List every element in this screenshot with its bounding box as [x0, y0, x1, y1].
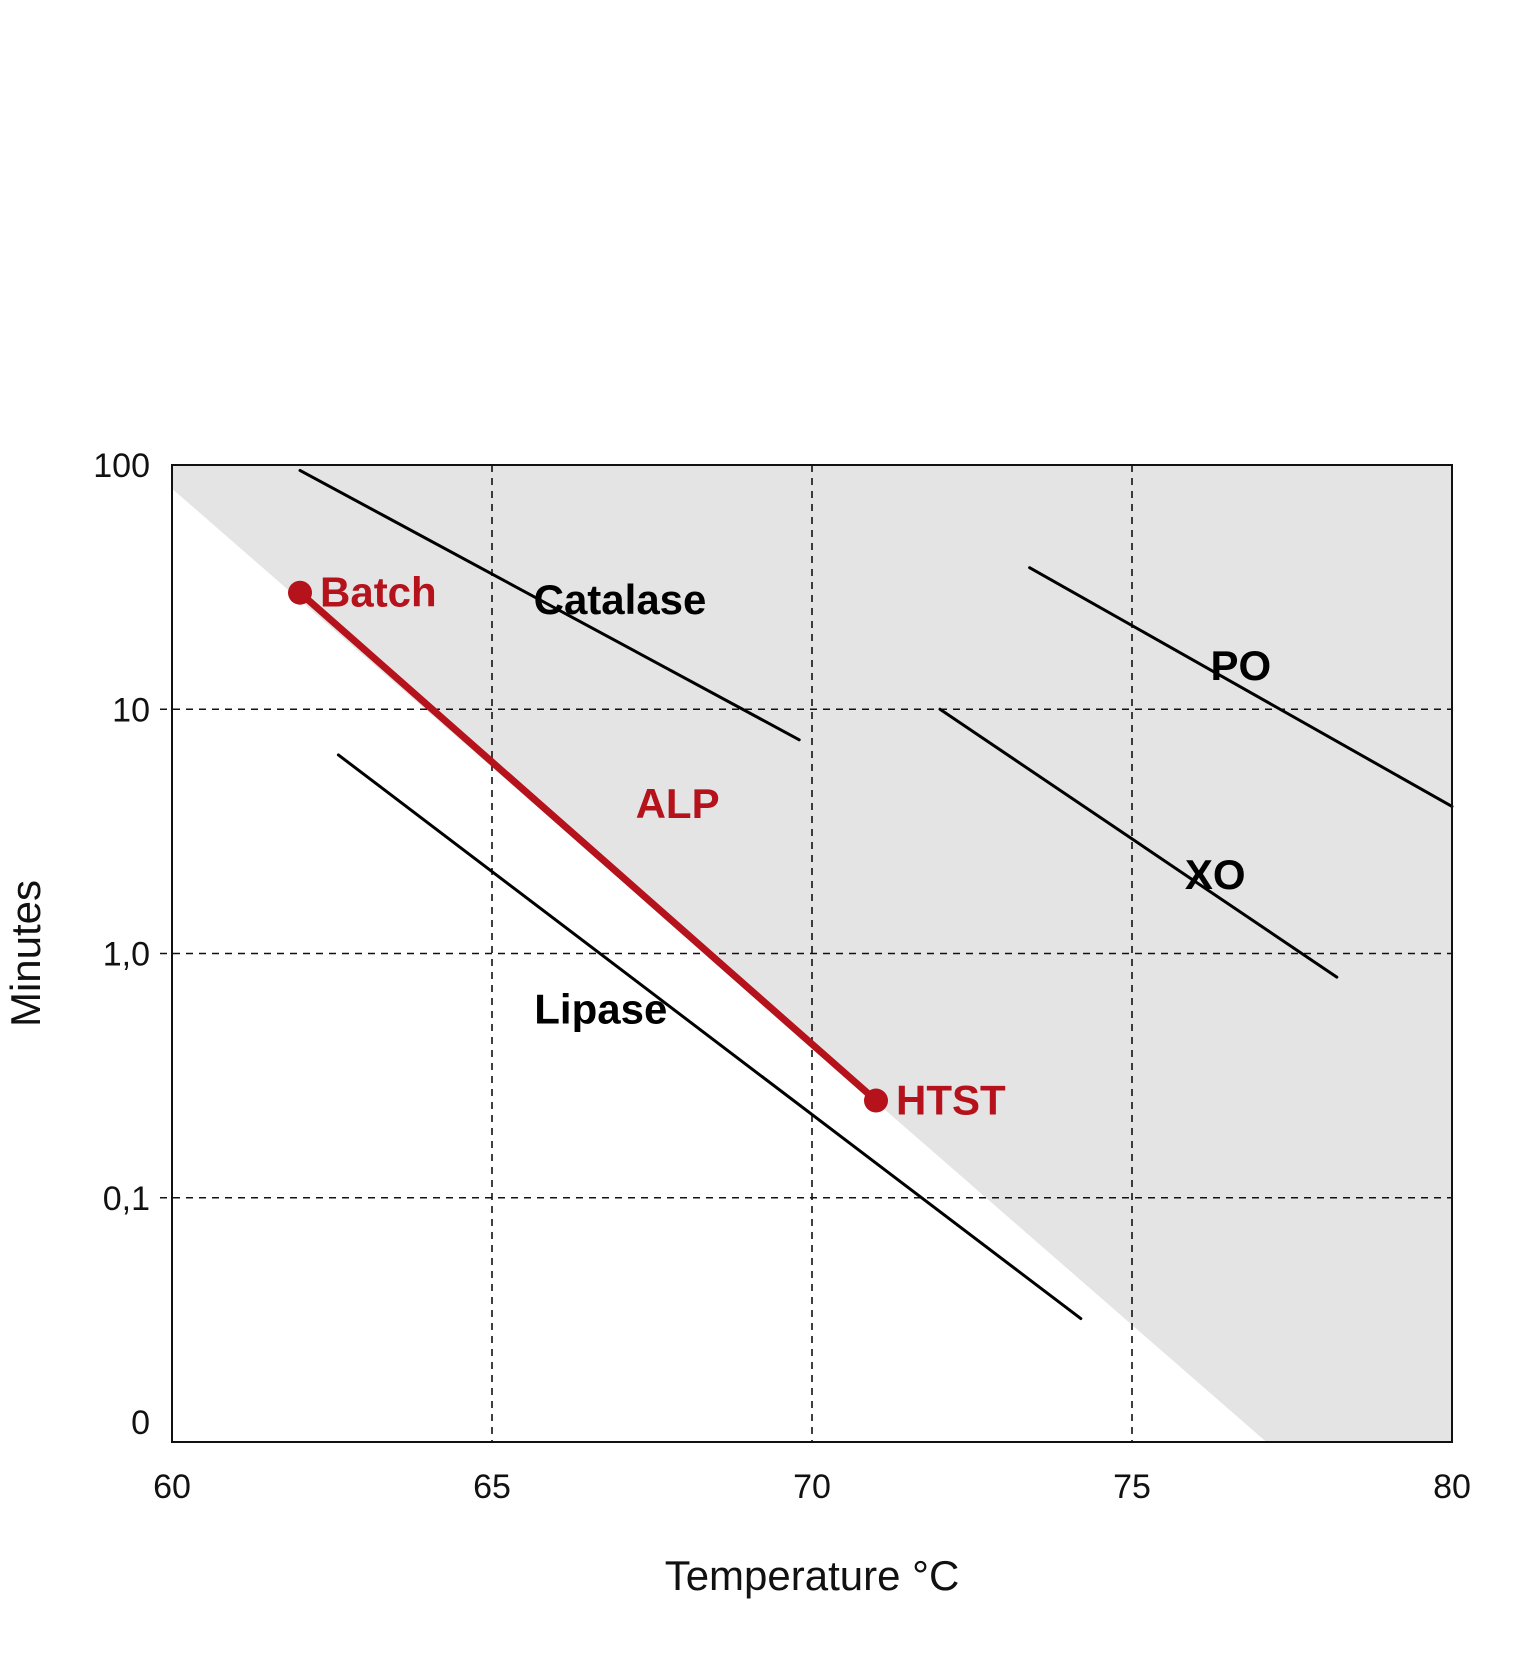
- y-axis-title: Minutes: [2, 880, 49, 1027]
- x-tick-label: 75: [1113, 1468, 1151, 1506]
- series-label-xo: XO: [1185, 851, 1246, 898]
- series-label-lipase: Lipase: [534, 985, 667, 1032]
- y-tick-label: 10: [112, 691, 150, 729]
- x-tick-label: 80: [1433, 1468, 1471, 1506]
- point-label-batch: Batch: [320, 569, 437, 616]
- series-label-po: PO: [1210, 642, 1271, 689]
- x-axis-title: Temperature °C: [665, 1552, 960, 1599]
- point-label-htst: HTST: [896, 1077, 1006, 1124]
- x-tick-label: 60: [153, 1468, 191, 1506]
- x-tick-label: 70: [793, 1468, 831, 1506]
- point-batch: [288, 580, 312, 605]
- series-line-po: [1028, 566, 1454, 808]
- y-tick-label: 0,1: [103, 1180, 150, 1218]
- series-line-lipase: [336, 753, 1083, 1321]
- series-line-xo: [938, 707, 1339, 979]
- labels-layer: Batch HTST Catalase PO XO Lipase ALP: [320, 569, 1271, 1124]
- y-tick-label: 1,0: [103, 936, 150, 974]
- series-label-catalase: Catalase: [534, 576, 707, 623]
- plot-frame: [171, 464, 1453, 1443]
- series-layer: [296, 468, 1454, 1321]
- points-layer: [288, 580, 888, 1113]
- series-line-catalase: [298, 468, 801, 742]
- tick-labels-layer: 60 65 70 75 80 0 0,1 1,0 10 100: [93, 447, 1471, 1506]
- series-label-alp: ALP: [636, 780, 720, 827]
- series-line-alp: [296, 589, 880, 1105]
- point-htst: [864, 1088, 888, 1113]
- x-tick-label: 65: [473, 1468, 511, 1506]
- y-tick-label: 0: [131, 1404, 150, 1442]
- y-tick-label: 100: [93, 447, 150, 485]
- gridlines-layer: [160, 465, 1452, 1442]
